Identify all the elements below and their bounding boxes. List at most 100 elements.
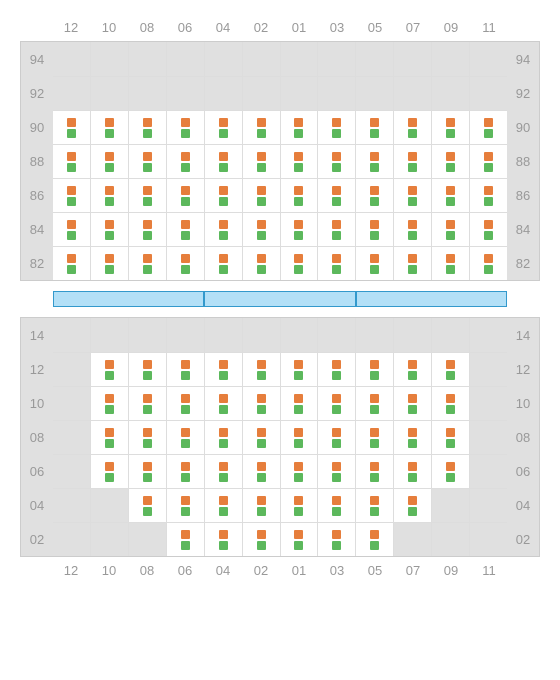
seat-cell[interactable]: [242, 420, 280, 454]
seat-cell[interactable]: [166, 454, 204, 488]
seat-cell[interactable]: [431, 352, 469, 386]
seat-cell[interactable]: [280, 352, 318, 386]
seat-cell[interactable]: [90, 454, 128, 488]
seat-cell[interactable]: [317, 212, 355, 246]
seat-cell[interactable]: [90, 212, 128, 246]
seat-cell[interactable]: [317, 110, 355, 144]
seat-cell[interactable]: [128, 420, 166, 454]
seat-cell[interactable]: [317, 246, 355, 280]
seat-cell[interactable]: [355, 488, 393, 522]
seat-cell[interactable]: [393, 454, 431, 488]
seat-cell[interactable]: [355, 144, 393, 178]
seat-cell[interactable]: [280, 110, 318, 144]
seat-cell[interactable]: [242, 386, 280, 420]
seat-cell[interactable]: [317, 454, 355, 488]
seat-cell[interactable]: [242, 178, 280, 212]
seat-cell[interactable]: [393, 386, 431, 420]
seat-cell[interactable]: [128, 110, 166, 144]
seat-cell[interactable]: [317, 488, 355, 522]
seat-cell[interactable]: [166, 110, 204, 144]
seat-cell[interactable]: [204, 246, 242, 280]
seat-cell[interactable]: [204, 212, 242, 246]
seat-cell[interactable]: [280, 246, 318, 280]
seat-cell[interactable]: [280, 420, 318, 454]
seat-cell[interactable]: [204, 488, 242, 522]
seat-cell[interactable]: [431, 420, 469, 454]
seat-cell[interactable]: [166, 488, 204, 522]
seat-cell[interactable]: [204, 178, 242, 212]
seat-cell[interactable]: [242, 522, 280, 556]
seat-cell[interactable]: [393, 212, 431, 246]
seat-cell[interactable]: [166, 178, 204, 212]
seat-cell[interactable]: [431, 178, 469, 212]
seat-cell[interactable]: [90, 144, 128, 178]
seat-cell[interactable]: [280, 386, 318, 420]
seat-cell[interactable]: [166, 212, 204, 246]
seat-cell[interactable]: [53, 212, 90, 246]
seat-cell[interactable]: [128, 488, 166, 522]
seat-cell[interactable]: [280, 144, 318, 178]
seat-cell[interactable]: [355, 212, 393, 246]
seat-cell[interactable]: [355, 246, 393, 280]
seat-cell[interactable]: [204, 522, 242, 556]
seat-cell[interactable]: [431, 454, 469, 488]
seat-cell[interactable]: [128, 212, 166, 246]
seat-cell[interactable]: [166, 246, 204, 280]
seat-cell[interactable]: [242, 110, 280, 144]
seat-cell[interactable]: [431, 246, 469, 280]
seat-cell[interactable]: [204, 454, 242, 488]
seat-cell[interactable]: [280, 488, 318, 522]
seat-cell[interactable]: [204, 144, 242, 178]
seat-cell[interactable]: [431, 144, 469, 178]
seat-cell[interactable]: [128, 144, 166, 178]
seat-cell[interactable]: [393, 352, 431, 386]
seat-cell[interactable]: [280, 454, 318, 488]
seat-cell[interactable]: [128, 352, 166, 386]
seat-cell[interactable]: [431, 386, 469, 420]
seat-cell[interactable]: [355, 420, 393, 454]
seat-cell[interactable]: [53, 144, 90, 178]
seat-cell[interactable]: [204, 386, 242, 420]
seat-cell[interactable]: [469, 178, 507, 212]
seat-cell[interactable]: [280, 522, 318, 556]
seat-cell[interactable]: [317, 522, 355, 556]
seat-cell[interactable]: [128, 178, 166, 212]
seat-cell[interactable]: [393, 420, 431, 454]
seat-cell[interactable]: [242, 246, 280, 280]
seat-cell[interactable]: [431, 110, 469, 144]
seat-cell[interactable]: [242, 454, 280, 488]
seat-cell[interactable]: [128, 246, 166, 280]
seat-cell[interactable]: [317, 420, 355, 454]
seat-cell[interactable]: [317, 386, 355, 420]
seat-cell[interactable]: [393, 144, 431, 178]
seat-cell[interactable]: [317, 352, 355, 386]
seat-cell[interactable]: [166, 144, 204, 178]
seat-cell[interactable]: [317, 144, 355, 178]
seat-cell[interactable]: [242, 144, 280, 178]
seat-cell[interactable]: [469, 246, 507, 280]
seat-cell[interactable]: [204, 420, 242, 454]
seat-cell[interactable]: [280, 178, 318, 212]
seat-cell[interactable]: [469, 212, 507, 246]
seat-cell[interactable]: [204, 110, 242, 144]
seat-cell[interactable]: [128, 454, 166, 488]
seat-cell[interactable]: [355, 522, 393, 556]
seat-cell[interactable]: [317, 178, 355, 212]
seat-cell[interactable]: [355, 386, 393, 420]
seat-cell[interactable]: [90, 352, 128, 386]
seat-cell[interactable]: [393, 178, 431, 212]
seat-cell[interactable]: [53, 110, 90, 144]
seat-cell[interactable]: [242, 212, 280, 246]
seat-cell[interactable]: [53, 246, 90, 280]
seat-cell[interactable]: [90, 178, 128, 212]
seat-cell[interactable]: [128, 386, 166, 420]
seat-cell[interactable]: [242, 352, 280, 386]
seat-cell[interactable]: [90, 246, 128, 280]
seat-cell[interactable]: [242, 488, 280, 522]
seat-cell[interactable]: [90, 420, 128, 454]
seat-cell[interactable]: [393, 246, 431, 280]
seat-cell[interactable]: [355, 178, 393, 212]
seat-cell[interactable]: [355, 352, 393, 386]
seat-cell[interactable]: [280, 212, 318, 246]
seat-cell[interactable]: [90, 110, 128, 144]
